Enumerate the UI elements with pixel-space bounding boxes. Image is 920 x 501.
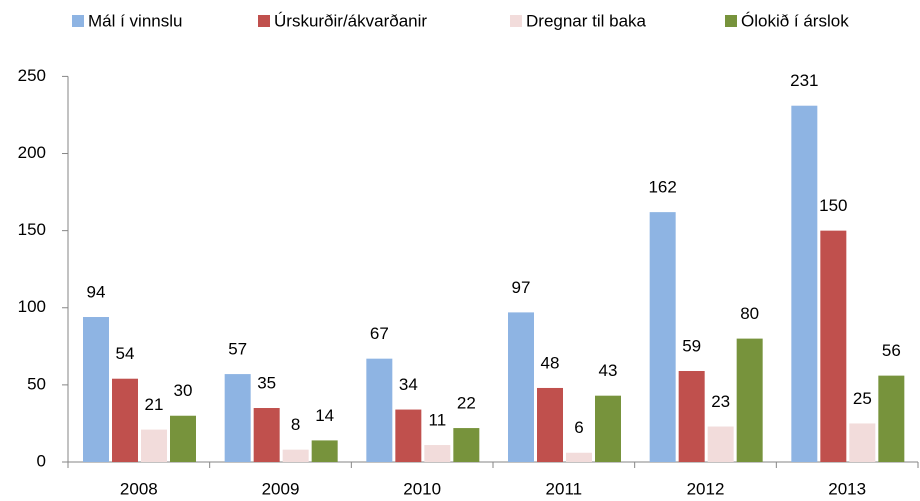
data-label: 22 <box>457 394 476 413</box>
legend-label: Ólokið í árslok <box>741 11 849 30</box>
bar <box>170 415 196 462</box>
x-tick-label: 2010 <box>403 479 441 498</box>
data-label: 34 <box>399 375 418 394</box>
bar <box>678 370 705 462</box>
data-label: 97 <box>512 278 531 297</box>
legend-swatch <box>725 15 737 27</box>
data-label: 54 <box>116 344 135 363</box>
data-label: 30 <box>174 381 193 400</box>
x-tick-label: 2009 <box>262 479 300 498</box>
bar <box>566 452 592 462</box>
bar <box>253 408 280 462</box>
bar <box>707 426 734 462</box>
bar <box>311 440 338 462</box>
legend-swatch <box>72 15 84 27</box>
data-label: 14 <box>315 406 334 425</box>
data-label: 67 <box>370 324 389 343</box>
data-label: 25 <box>853 389 872 408</box>
bar <box>424 445 451 462</box>
data-label: 23 <box>711 392 730 411</box>
bar <box>791 105 818 462</box>
data-label: 21 <box>145 395 164 414</box>
bar <box>878 375 905 462</box>
legend-label: Dregnar til baka <box>526 11 647 30</box>
bar <box>366 358 393 462</box>
bar <box>141 429 167 462</box>
y-tick-label: 100 <box>18 297 46 316</box>
data-label: 48 <box>541 353 560 372</box>
y-tick-label: 250 <box>18 66 46 85</box>
y-tick-label: 50 <box>27 374 46 393</box>
legend-swatch <box>258 15 270 27</box>
bar <box>83 317 109 462</box>
legend-label: Mál í vinnslu <box>88 11 182 30</box>
data-label: 94 <box>87 282 106 301</box>
bar <box>849 423 876 462</box>
bar <box>736 338 763 462</box>
data-label: 150 <box>819 196 847 215</box>
bar <box>224 374 251 462</box>
data-label: 59 <box>682 336 701 355</box>
y-tick-label: 0 <box>37 451 46 470</box>
bar <box>820 230 847 462</box>
bar <box>649 212 676 462</box>
data-label: 8 <box>291 415 300 434</box>
x-tick-label: 2011 <box>546 479 583 498</box>
bar <box>395 409 422 462</box>
bar <box>537 387 563 462</box>
x-tick-label: 2013 <box>828 479 866 498</box>
bar <box>595 395 621 462</box>
y-tick-label: 200 <box>18 143 46 162</box>
data-label: 80 <box>740 304 759 323</box>
x-tick-label: 2008 <box>120 479 158 498</box>
bar <box>453 428 480 462</box>
data-label: 43 <box>599 361 618 380</box>
data-label: 35 <box>257 374 276 393</box>
bar <box>508 312 534 462</box>
data-label: 162 <box>648 178 676 197</box>
bar <box>112 378 138 462</box>
bar <box>282 449 309 462</box>
legend-label: Úrskurðir/ákvarðanir <box>274 11 427 30</box>
data-label: 57 <box>228 340 247 359</box>
data-label: 6 <box>574 418 583 437</box>
y-tick-label: 150 <box>18 220 46 239</box>
data-label: 56 <box>882 341 901 360</box>
data-label: 231 <box>790 71 818 90</box>
x-tick-label: 2012 <box>687 479 725 498</box>
legend-swatch <box>510 15 522 27</box>
data-label: 11 <box>429 411 447 430</box>
